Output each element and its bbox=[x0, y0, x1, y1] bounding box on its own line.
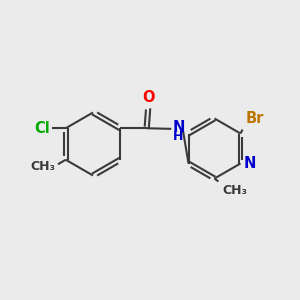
Text: Cl: Cl bbox=[34, 121, 50, 136]
Text: N: N bbox=[244, 156, 256, 171]
Text: Br: Br bbox=[246, 111, 264, 126]
Text: CH₃: CH₃ bbox=[31, 160, 56, 173]
Text: O: O bbox=[142, 90, 155, 105]
Text: CH₃: CH₃ bbox=[223, 184, 247, 197]
Text: H: H bbox=[173, 130, 183, 143]
Text: N: N bbox=[173, 119, 185, 134]
